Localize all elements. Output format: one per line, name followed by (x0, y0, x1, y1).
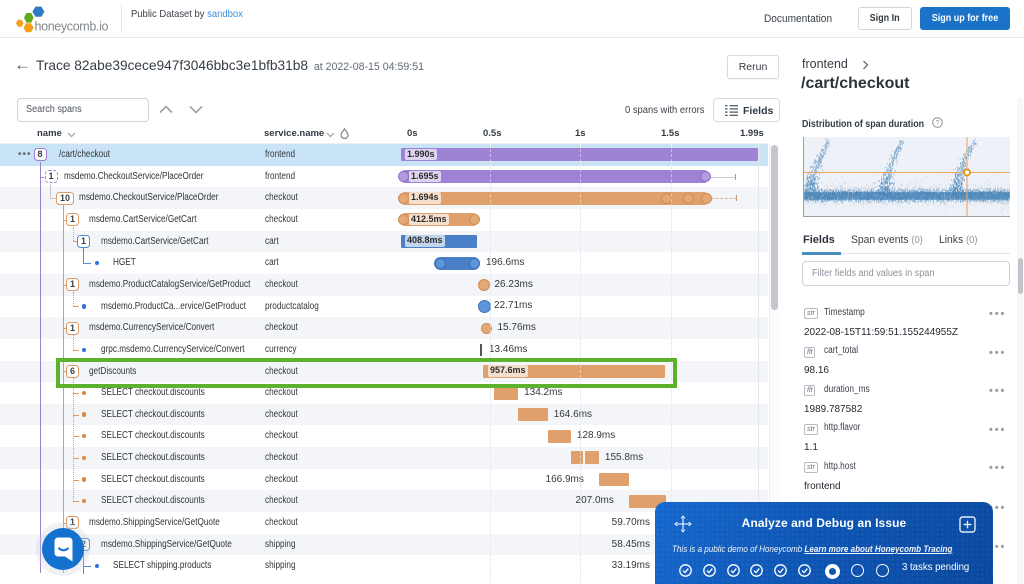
svg-text:honeycomb.io: honeycomb.io (35, 19, 109, 33)
svg-text:?: ? (936, 120, 940, 127)
